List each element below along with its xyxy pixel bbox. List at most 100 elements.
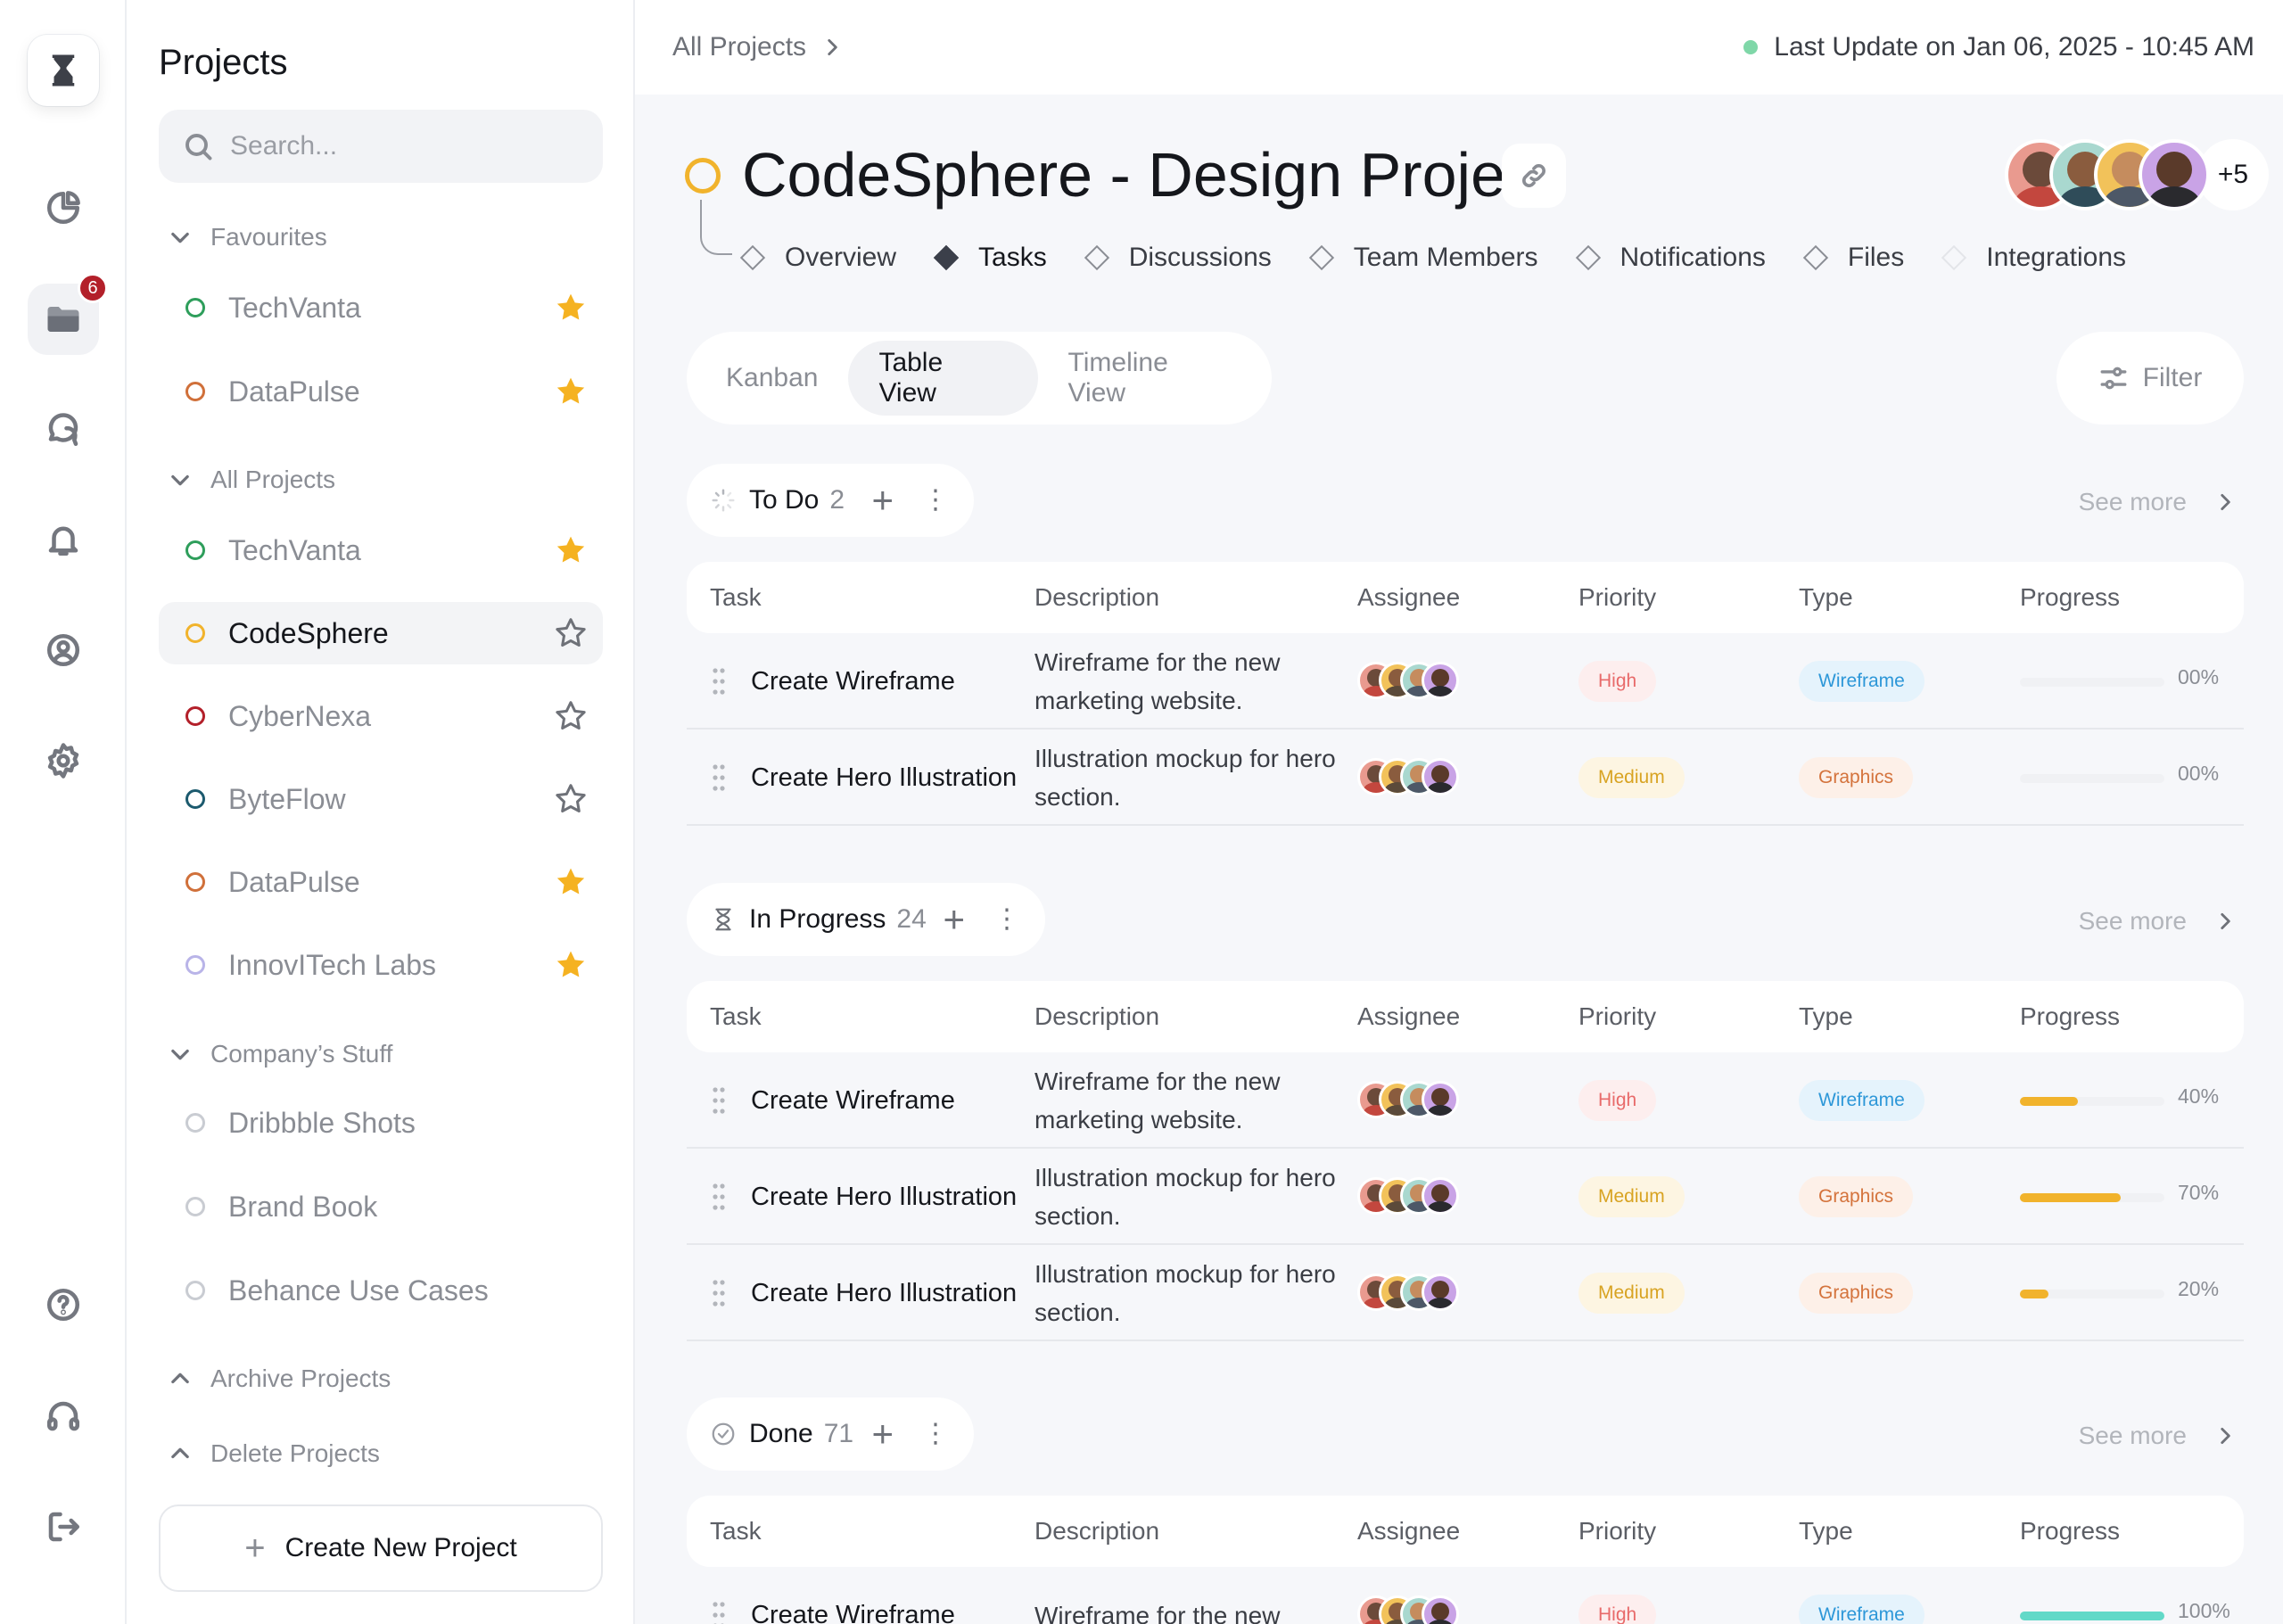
type-badge[interactable]: Graphics (1799, 757, 1914, 798)
assignee-group[interactable] (1357, 1081, 1459, 1118)
section-all-projects[interactable]: All Projects (168, 466, 335, 494)
column-header[interactable]: Priority (1578, 1517, 1657, 1545)
column-header[interactable]: Priority (1578, 583, 1657, 611)
view-kanban[interactable]: Kanban (726, 363, 819, 392)
logout-icon[interactable] (28, 1491, 99, 1562)
table-row[interactable]: Create Wireframe Wireframe for the new m… (687, 1052, 2244, 1149)
task-name[interactable]: Create Wireframe (751, 1085, 955, 1115)
type-badge[interactable]: Wireframe (1799, 1595, 1924, 1624)
type-badge[interactable]: Graphics (1799, 1273, 1914, 1314)
settings-gear-icon[interactable] (28, 725, 99, 796)
assignee-avatar[interactable] (1422, 1274, 1459, 1311)
see-more-link[interactable]: See more (2079, 488, 2237, 516)
bell-icon[interactable] (28, 504, 99, 575)
table-row[interactable]: Create Hero Illustration Illustration mo… (687, 1149, 2244, 1245)
more-options-icon[interactable]: ⋮ (922, 485, 949, 515)
assignee-group[interactable] (1357, 1595, 1459, 1624)
column-header[interactable]: Description (1034, 1002, 1160, 1030)
column-header[interactable]: Assignee (1357, 583, 1461, 611)
tab-notifications[interactable]: Notifications (1575, 243, 1766, 273)
column-header[interactable]: Progress (2020, 1002, 2121, 1030)
priority-badge[interactable]: High (1578, 1595, 1657, 1624)
tab-files[interactable]: Files (1802, 243, 1904, 273)
assignee-avatar[interactable] (1422, 1595, 1459, 1624)
see-more-link[interactable]: See more (2079, 1422, 2237, 1450)
add-task-plus-icon[interactable]: + (871, 1413, 894, 1455)
task-name[interactable]: Create Hero Illustration (751, 1182, 1018, 1211)
column-header[interactable]: Type (1799, 583, 1853, 611)
assignee-avatar[interactable] (1422, 758, 1459, 796)
sidebar-project-item[interactable]: CyberNexa (159, 685, 603, 747)
app-logo-icon[interactable] (28, 35, 99, 106)
star-filled-icon[interactable] (553, 532, 589, 568)
breadcrumb-all-projects[interactable]: All Projects (672, 32, 807, 62)
task-name[interactable]: Create Wireframe (751, 1600, 955, 1624)
chat-icon[interactable] (28, 394, 99, 466)
task-name[interactable]: Create Hero Illustration (751, 1278, 1018, 1307)
sidebar-project-item[interactable]: ByteFlow (159, 768, 603, 830)
add-task-plus-icon[interactable]: + (943, 898, 965, 940)
analytics-icon[interactable] (28, 172, 99, 243)
column-header[interactable]: Assignee (1357, 1517, 1461, 1545)
star-filled-icon[interactable] (553, 864, 589, 900)
column-header[interactable]: Type (1799, 1002, 1853, 1030)
assignee-group[interactable] (1357, 758, 1459, 796)
star-filled-icon[interactable] (553, 947, 589, 983)
assignee-avatar[interactable] (1422, 1177, 1459, 1215)
table-row[interactable]: Create Hero Illustration Illustration mo… (687, 730, 2244, 826)
sidebar-project-item[interactable]: Dribbble Shots (159, 1092, 603, 1154)
more-options-icon[interactable]: ⋮ (993, 904, 1020, 934)
priority-badge[interactable]: Medium (1578, 1273, 1685, 1314)
section-delete-projects[interactable]: Delete Projects (168, 1439, 380, 1468)
section-archive-projects[interactable]: Archive Projects (168, 1364, 391, 1393)
section-company-stuff[interactable]: Company’s Stuff (168, 1040, 392, 1068)
filter-button[interactable]: Filter (2056, 332, 2244, 425)
sidebar-project-item[interactable]: Behance Use Cases (159, 1259, 603, 1322)
star-filled-icon[interactable] (553, 290, 589, 326)
help-icon[interactable] (28, 1269, 99, 1340)
priority-badge[interactable]: High (1578, 661, 1657, 702)
projects-folder-icon[interactable]: 6 (28, 273, 108, 355)
tab-overview[interactable]: Overview (739, 243, 896, 273)
user-profile-icon[interactable] (28, 614, 99, 686)
tab-tasks[interactable]: Tasks (933, 243, 1047, 273)
drag-handle-icon[interactable] (712, 763, 726, 792)
assignee-group[interactable] (1357, 1274, 1459, 1311)
column-header[interactable]: Description (1034, 1517, 1160, 1545)
copy-link-button[interactable] (1502, 144, 1566, 208)
see-more-link[interactable]: See more (2079, 907, 2237, 936)
assignee-avatar[interactable] (1422, 1081, 1459, 1118)
add-task-plus-icon[interactable]: + (871, 479, 894, 521)
star-outline-icon[interactable] (553, 781, 589, 817)
column-header[interactable]: Assignee (1357, 1002, 1461, 1030)
priority-badge[interactable]: High (1578, 1080, 1657, 1121)
column-header[interactable]: Priority (1578, 1002, 1657, 1030)
column-header[interactable]: Task (710, 1517, 762, 1545)
tab-integrations[interactable]: Integrations (1941, 243, 2126, 273)
view-timeline-view[interactable]: Timeline View (1067, 348, 1168, 408)
sidebar-project-item[interactable]: TechVanta (159, 519, 603, 581)
drag-handle-icon[interactable] (712, 1183, 726, 1211)
column-header[interactable]: Description (1034, 583, 1160, 611)
section-favourites[interactable]: Favourites (168, 223, 327, 251)
type-badge[interactable]: Graphics (1799, 1176, 1914, 1217)
assignee-avatar[interactable] (1422, 662, 1459, 699)
sidebar-project-item[interactable]: TechVanta (159, 276, 603, 339)
priority-badge[interactable]: Medium (1578, 1176, 1685, 1217)
star-filled-icon[interactable] (553, 374, 589, 409)
table-row[interactable]: Create Wireframe Wireframe for the new m… (687, 633, 2244, 730)
drag-handle-icon[interactable] (712, 1279, 726, 1307)
type-badge[interactable]: Wireframe (1799, 1080, 1924, 1121)
drag-handle-icon[interactable] (712, 1601, 726, 1624)
search-input[interactable]: Search... (159, 110, 603, 183)
sidebar-project-item[interactable]: InnovITech Labs (159, 934, 603, 996)
column-header[interactable]: Progress (2020, 583, 2121, 611)
column-header[interactable]: Type (1799, 1517, 1853, 1545)
sidebar-project-item[interactable]: Brand Book (159, 1175, 603, 1238)
sidebar-project-item[interactable]: DataPulse (159, 851, 603, 913)
star-outline-icon[interactable] (553, 615, 589, 651)
star-outline-icon[interactable] (553, 698, 589, 734)
tab-team-members[interactable]: Team Members (1308, 243, 1538, 273)
sidebar-project-item[interactable]: DataPulse (159, 360, 603, 423)
drag-handle-icon[interactable] (712, 667, 726, 696)
